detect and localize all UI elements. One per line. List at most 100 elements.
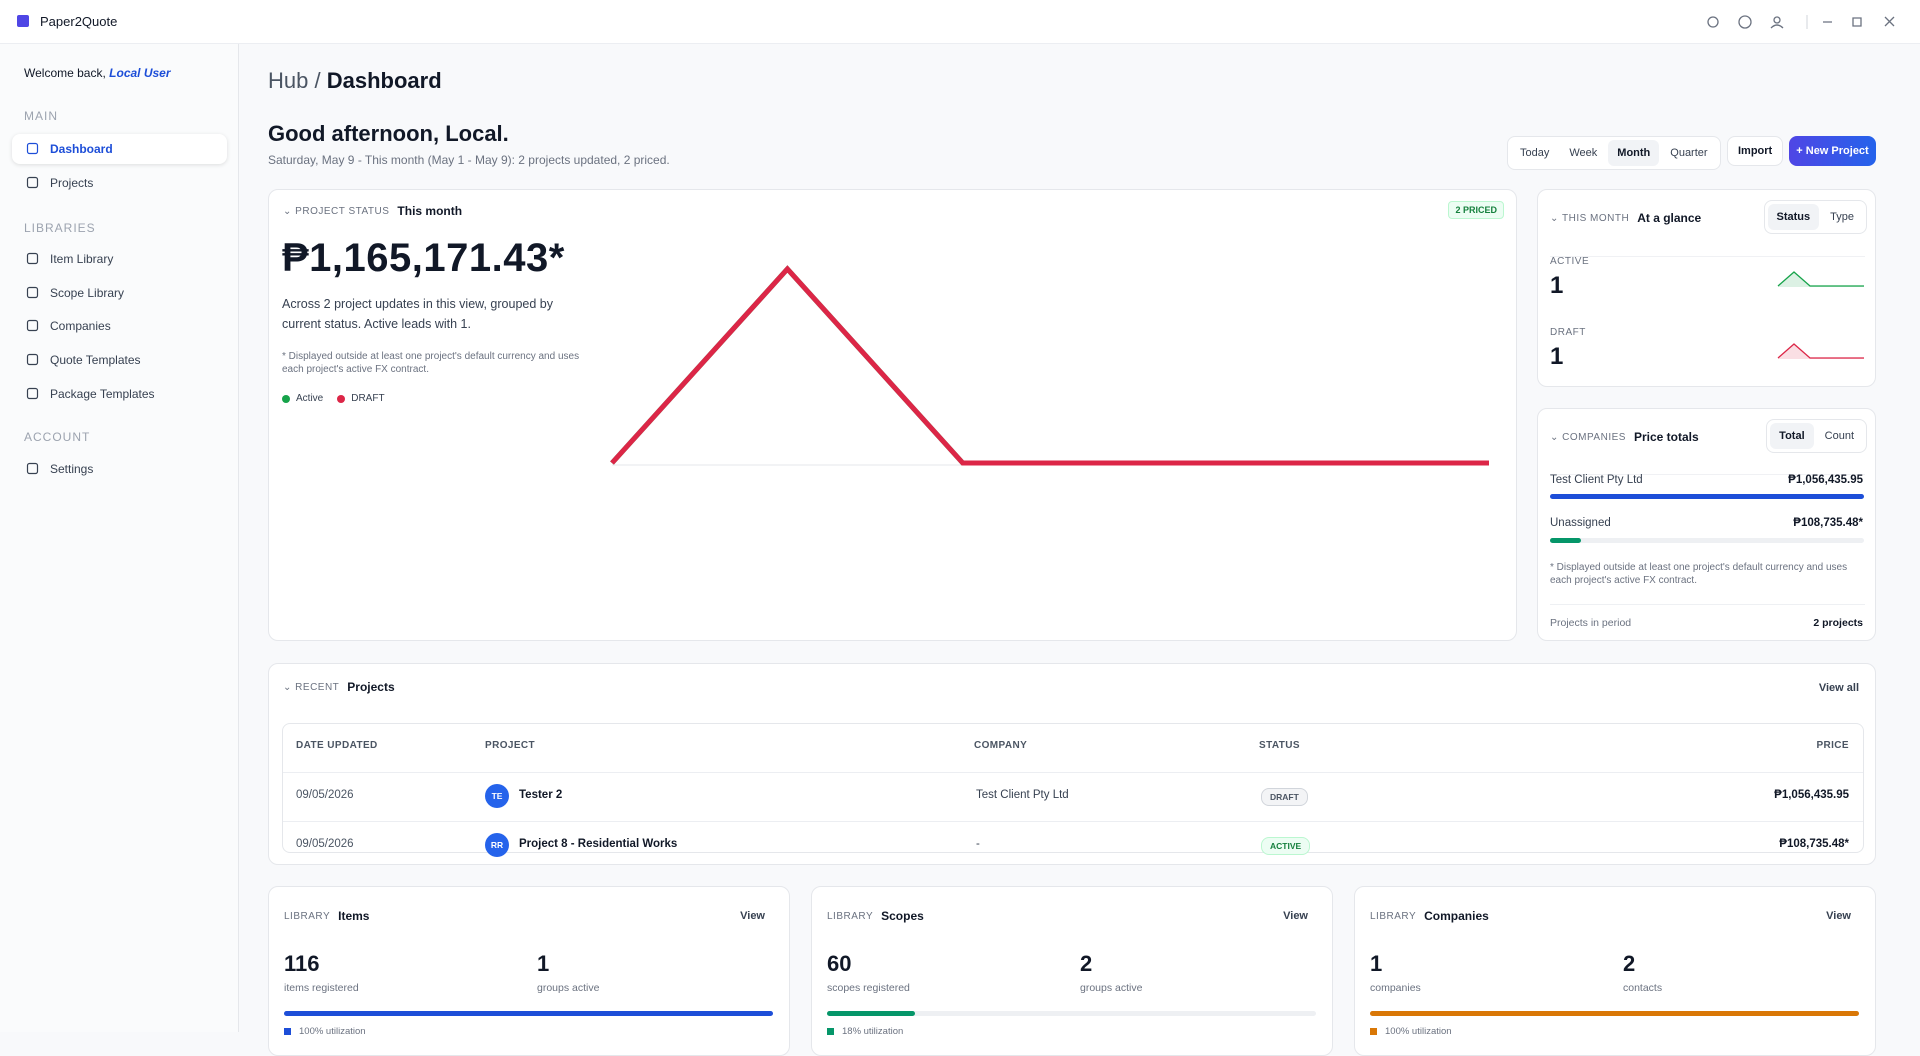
nav-icon: [26, 387, 39, 400]
companies-card: ⌄ COMPANIES Price totals Total Count Test …: [1537, 408, 1876, 641]
breadcrumb: Hub / Dashboard: [268, 68, 442, 94]
nav-item[interactable]: Dashboard: [12, 134, 227, 164]
new-project-button[interactable]: + New Project: [1789, 136, 1876, 166]
period-option[interactable]: Month: [1608, 140, 1660, 166]
breadcrumb-root[interactable]: Hub /: [268, 68, 321, 93]
tab[interactable]: Count: [1824, 430, 1854, 442]
subtitle: Saturday, May 9 - This month (May 1 - Ma…: [268, 153, 670, 167]
utilization-bar: [284, 1011, 773, 1016]
legend-swatch: [337, 394, 346, 403]
kicker: ⌄ RECENT: [283, 681, 340, 693]
card-title: Projects: [347, 680, 395, 694]
kicker: LIBRARY: [1370, 910, 1417, 922]
chart: [601, 239, 1505, 487]
period-option[interactable]: Week: [1569, 147, 1598, 159]
stat-label: groups active: [537, 982, 600, 994]
company: Test Client Pty Ltd: [976, 789, 1069, 801]
nav-item[interactable]: Projects: [12, 168, 227, 198]
utilization-track: [827, 1011, 1316, 1016]
view-all[interactable]: View all: [1818, 682, 1859, 694]
welcome: Welcome back, Local User: [24, 66, 171, 80]
greeting: Good afternoon, Local.: [268, 121, 509, 146]
view-link[interactable]: View: [1283, 910, 1308, 922]
avatar: RR: [485, 833, 509, 857]
nav-icon: [26, 462, 39, 475]
nav-item[interactable]: Scope Library: [12, 278, 227, 308]
card-title: Items: [338, 909, 370, 923]
nav-icon: [26, 142, 39, 155]
nav-item[interactable]: Settings: [12, 454, 227, 484]
card-title: Companies: [1424, 909, 1489, 923]
badge: 2 PRICED: [1448, 201, 1504, 219]
stat-label: contacts: [1623, 982, 1663, 994]
row-divider: [283, 821, 1863, 822]
kicker: LIBRARY: [284, 910, 331, 922]
price: ₱108,735.48*: [1779, 838, 1849, 850]
company-name: Test Client Pty Ltd: [1550, 474, 1643, 486]
card-header: LIBRARY Scopes: [827, 909, 924, 923]
glance-card: ⌄ THIS MONTH At a glance Status Type ACTIV…: [1537, 189, 1876, 387]
footer-value: 2 projects: [1813, 617, 1863, 629]
nav-item[interactable]: Quote Templates: [12, 345, 227, 375]
stat-label: scopes registered: [827, 982, 910, 994]
tab[interactable]: Total: [1770, 423, 1814, 449]
nav-label: Package Templates: [50, 387, 155, 401]
stat: 1: [1370, 951, 1383, 976]
column-header: PROJECT: [485, 740, 536, 751]
column-header: PRICE: [1816, 740, 1849, 751]
stat: 2: [1080, 951, 1093, 976]
company-bar-track: [1550, 538, 1864, 543]
legend-item: Active: [282, 393, 323, 404]
nav-label: Projects: [50, 176, 94, 190]
nav-item[interactable]: Package Templates: [12, 379, 227, 409]
project-name[interactable]: Tester 2: [519, 789, 563, 801]
nav-label: Dashboard: [50, 142, 113, 156]
kicker: LIBRARY: [827, 910, 874, 922]
sidebar: Welcome back, Local User MAIN Dashboard Pr…: [0, 44, 239, 1032]
window-controls[interactable]: [1700, 14, 1900, 30]
section-title: ACCOUNT: [24, 430, 91, 444]
projects-table: DATE UPDATED PROJECT COMPANY STATUS PRICE 09/…: [282, 723, 1864, 857]
utilization-track: [284, 1011, 773, 1016]
nav-item[interactable]: Companies: [12, 311, 227, 341]
nav-icon: [26, 319, 39, 332]
welcome-text: Welcome back,: [24, 66, 106, 80]
row-label: DRAFT: [1550, 327, 1586, 338]
row-divider: [283, 772, 1863, 773]
stat-label: groups active: [1080, 982, 1143, 994]
period-option[interactable]: Today: [1520, 147, 1550, 159]
kicker-text: COMPANIES: [1562, 431, 1626, 443]
legend-swatch: [282, 394, 290, 403]
row-value: 1: [1550, 272, 1564, 299]
utilization-bar: [827, 1011, 916, 1016]
column-header: COMPANY: [974, 740, 1028, 751]
company: -: [976, 838, 980, 850]
note: * Displayed outside at least one project…: [282, 351, 580, 375]
legend: Active DRAFT: [282, 393, 385, 404]
nav-label: Settings: [50, 462, 94, 476]
tab[interactable]: Status: [1767, 204, 1820, 230]
recent-card: ⌄ RECENT Projects View all DATE UPDATED PR…: [268, 663, 1876, 865]
footer-label: Projects in period: [1550, 617, 1632, 629]
card-title: This month: [397, 204, 463, 218]
nav-icon: [26, 353, 39, 366]
view-link[interactable]: View: [740, 910, 765, 922]
view-link[interactable]: View: [1826, 910, 1851, 922]
period-option[interactable]: Quarter: [1670, 147, 1708, 159]
nav-label: Quote Templates: [50, 353, 141, 367]
nav-icon: [26, 286, 39, 299]
kicker: ⌄ COMPANIES: [1550, 431, 1626, 443]
project-name[interactable]: Project 8 - Residential Works: [519, 838, 678, 850]
sparkline: [1777, 343, 1864, 359]
kicker: ⌄ THIS MONTH: [1550, 212, 1630, 224]
nav-item[interactable]: Item Library: [12, 244, 227, 274]
kicker: ⌄ PROJECT STATUS: [283, 205, 390, 217]
section-title: MAIN: [24, 109, 58, 123]
utilization-bar: [1370, 1011, 1859, 1016]
stat: 2: [1623, 951, 1636, 976]
import-button[interactable]: Import: [1727, 136, 1784, 166]
date: 09/05/2026: [296, 838, 354, 850]
utilization-track: [1370, 1011, 1859, 1016]
section-title: LIBRARIES: [24, 221, 96, 235]
tab[interactable]: Type: [1830, 211, 1854, 223]
